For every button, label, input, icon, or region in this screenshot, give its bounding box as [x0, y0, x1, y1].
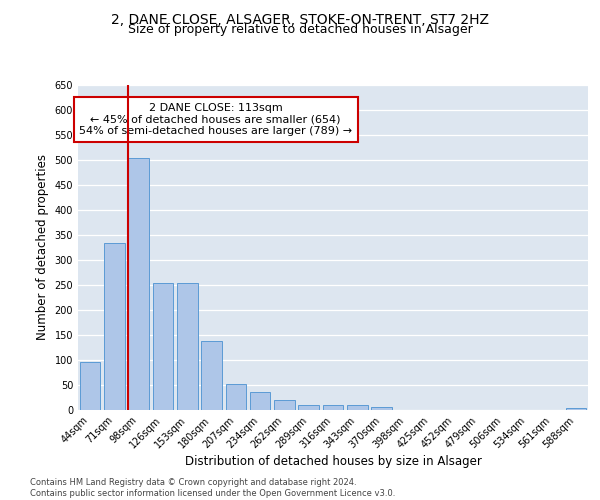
Text: Size of property relative to detached houses in Alsager: Size of property relative to detached ho… [128, 22, 472, 36]
Bar [152, 283, 173, 410]
Bar [226, 384, 246, 410]
Y-axis label: Number of detached properties: Number of detached properties [36, 154, 49, 340]
Bar [274, 400, 295, 410]
Bar [104, 244, 125, 410]
Bar [323, 405, 343, 410]
Bar [347, 405, 368, 410]
Text: Contains HM Land Registry data © Crown copyright and database right 2024.
Contai: Contains HM Land Registry data © Crown c… [30, 478, 395, 498]
Bar [80, 362, 100, 410]
Bar [201, 341, 222, 410]
Bar [298, 405, 319, 410]
Bar [128, 158, 149, 410]
Text: 2, DANE CLOSE, ALSAGER, STOKE-ON-TRENT, ST7 2HZ: 2, DANE CLOSE, ALSAGER, STOKE-ON-TRENT, … [111, 12, 489, 26]
Bar [371, 407, 392, 410]
Text: 2 DANE CLOSE: 113sqm
← 45% of detached houses are smaller (654)
54% of semi-deta: 2 DANE CLOSE: 113sqm ← 45% of detached h… [79, 103, 352, 136]
Bar [250, 392, 271, 410]
Bar [566, 408, 586, 410]
Bar [177, 283, 197, 410]
X-axis label: Distribution of detached houses by size in Alsager: Distribution of detached houses by size … [185, 456, 481, 468]
